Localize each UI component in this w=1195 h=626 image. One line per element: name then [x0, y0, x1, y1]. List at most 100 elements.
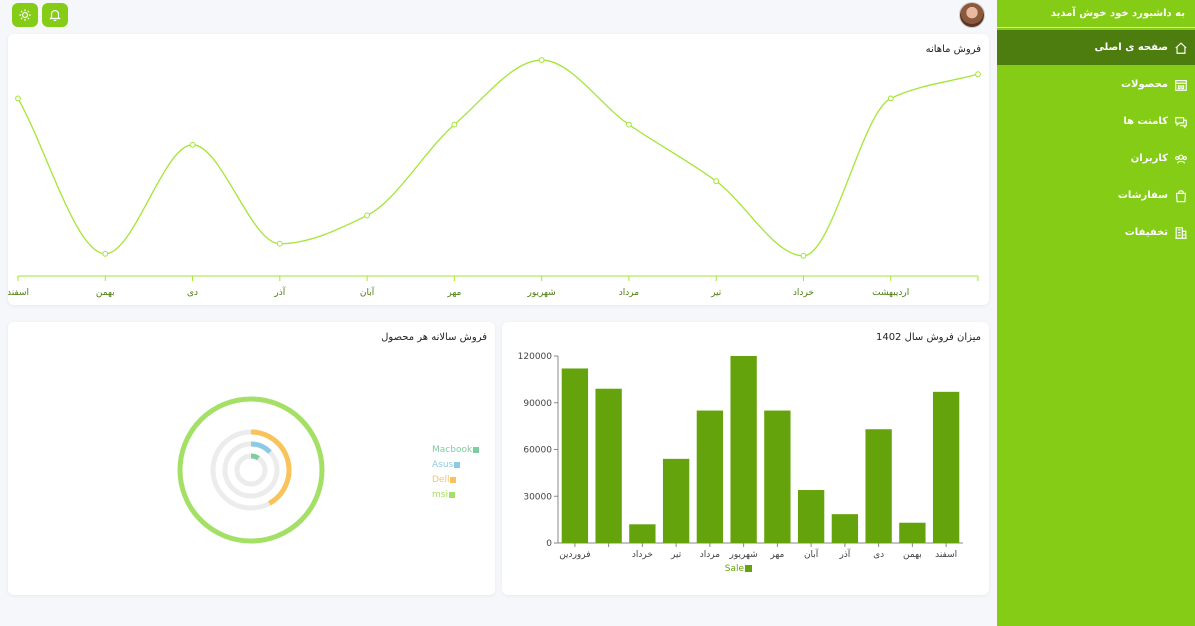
y-tick-label: 0 [546, 539, 552, 549]
bar-10 [899, 522, 926, 543]
sidebar-item-products[interactable]: محصولات [997, 67, 1195, 102]
line-point-4 [626, 121, 632, 128]
legend-label: Dell [432, 474, 450, 485]
sidebar-item-label: صفحه ی اصلی [1094, 42, 1168, 53]
x-tick-label: مرداد [619, 288, 639, 298]
comments-icon [1173, 114, 1189, 130]
bar-3 [662, 458, 690, 543]
line-point-3 [713, 178, 720, 185]
x-tick-label: دی [873, 550, 884, 560]
sidebar-item-label: سفارشات [1117, 190, 1168, 201]
x-tick-label: مرداد [700, 550, 720, 560]
users-icon [1173, 151, 1189, 167]
avatar[interactable] [959, 2, 985, 28]
building-icon [1173, 225, 1189, 241]
y-tick-label: 60000 [523, 446, 552, 456]
line-point-9 [189, 141, 196, 148]
x-tick-label: خرداد [793, 288, 814, 298]
x-tick-label: شهریور [729, 550, 758, 560]
monthly-sales-line-chart: اردیبهشت خرداد تیر مرداد شهریور مهر آبان آذر دی ب… [8, 57, 981, 298]
line-point-11 [15, 95, 21, 102]
x-tick-label: مهر [446, 288, 461, 298]
x-tick-label: تیر [670, 550, 682, 560]
bell-icon [48, 8, 62, 22]
legend-swatch [454, 461, 461, 468]
x-tick-label: تیر [710, 288, 722, 298]
monthly-sales-title: فروش ماهانه [925, 44, 981, 55]
sidebar-item-users[interactable]: کاربران [997, 141, 1195, 176]
sidebar-item-comments[interactable]: کامنت ها [997, 104, 1195, 139]
bar-5 [730, 356, 757, 543]
line-point-10 [102, 250, 109, 257]
legend-label: Asus [432, 459, 454, 470]
legend-swatch [473, 446, 480, 453]
bar-11 [932, 391, 960, 543]
legend-item-macbook[interactable]: Macbook [432, 442, 480, 457]
bag-icon [1173, 188, 1189, 204]
x-tick-label: مهر [769, 550, 784, 560]
x-tick-label: آذر [838, 548, 850, 560]
x-tick-label: آبان [360, 286, 375, 298]
line-point-0 [975, 71, 981, 78]
legend-swatch-sale [745, 565, 752, 572]
radial-legend: Macbook Asus Dell msi [432, 442, 480, 502]
sales-1402-card: میزان فروش سال 1402 0 30000 60000 90000 1200… [502, 322, 989, 595]
bar-0 [561, 368, 589, 543]
bar-7 [797, 490, 825, 543]
theme-toggle-button[interactable] [12, 3, 38, 27]
sales-1402-title: میزان فروش سال 1402 [875, 332, 981, 343]
notifications-button[interactable] [42, 3, 68, 27]
ring-macbook [250, 453, 260, 461]
y-tick-label: 90000 [523, 399, 552, 409]
legend-item-dell[interactable]: Dell [432, 472, 479, 487]
bar-2 [629, 524, 656, 543]
x-tick-label: شهریور [527, 288, 556, 298]
home-icon [1173, 40, 1189, 56]
sidebar-item-label: محصولات [1120, 79, 1168, 90]
x-tick-label: اسفند [935, 550, 957, 560]
ring-msi [177, 396, 325, 544]
line-point-8 [276, 240, 283, 247]
y-tick-label: 120000 [518, 352, 553, 362]
x-tick-label: آبان [804, 548, 819, 560]
bar-6 [764, 410, 791, 543]
x-tick-label: آذر [273, 286, 285, 298]
ring-track-0 [234, 453, 268, 487]
y-tick-label: 30000 [523, 492, 552, 502]
sidebar-item-label: کاربران [1130, 153, 1168, 164]
x-tick-label: اسفند [8, 288, 29, 298]
x-tick-label: خرداد [632, 550, 653, 560]
legend-label: Macbook [432, 444, 473, 455]
x-tick-label: فروردین [559, 550, 590, 560]
line-point-6 [451, 121, 458, 128]
sidebar-item-discounts[interactable]: تخفیفات [997, 215, 1195, 250]
bar-8 [831, 514, 859, 543]
sales-1402-bar-chart: 0 30000 60000 90000 120000 فروردین خرداد تیر مرد… [518, 352, 963, 574]
sidebar-item-orders[interactable]: سفارشات [997, 178, 1195, 213]
sidebar: به داشبورد خود خوش آمدید صفحه ی اصلی محص… [997, 0, 1195, 626]
sidebar-title: به داشبورد خود خوش آمدید [997, 0, 1195, 28]
legend-item-asus[interactable]: Asus [432, 457, 479, 472]
sidebar-item-label: کامنت ها [1123, 116, 1168, 127]
legend-label-sale: Sale [725, 564, 745, 574]
line-point-1 [887, 95, 894, 102]
yearly-products-title: فروش سالانه هر محصول [381, 332, 487, 343]
line-point-7 [364, 212, 370, 219]
yearly-products-radial-chart [177, 396, 325, 544]
bar-9 [865, 429, 892, 543]
legend-item-msi[interactable]: msi [432, 487, 479, 502]
ring-asus [250, 441, 272, 455]
sidebar-item-home[interactable]: صفحه ی اصلی [997, 30, 1195, 65]
legend-swatch [448, 491, 455, 498]
line-point-5 [538, 57, 545, 63]
sidebar-item-label: تخفیفات [1124, 227, 1168, 238]
monthly-sales-card: فروش ماهانه اردیبهشت خرداد تیر مرداد شهریور م… [8, 34, 989, 305]
x-tick-label: بهمن [96, 288, 115, 298]
ring-dell [250, 429, 292, 506]
bar-4 [696, 410, 724, 543]
store-icon [1173, 77, 1189, 93]
x-tick-label: اردیبهشت [872, 288, 909, 298]
legend-swatch [450, 476, 457, 483]
yearly-products-card: فروش سالانه هر محصول [8, 322, 495, 595]
x-tick-label: دی [187, 288, 198, 298]
